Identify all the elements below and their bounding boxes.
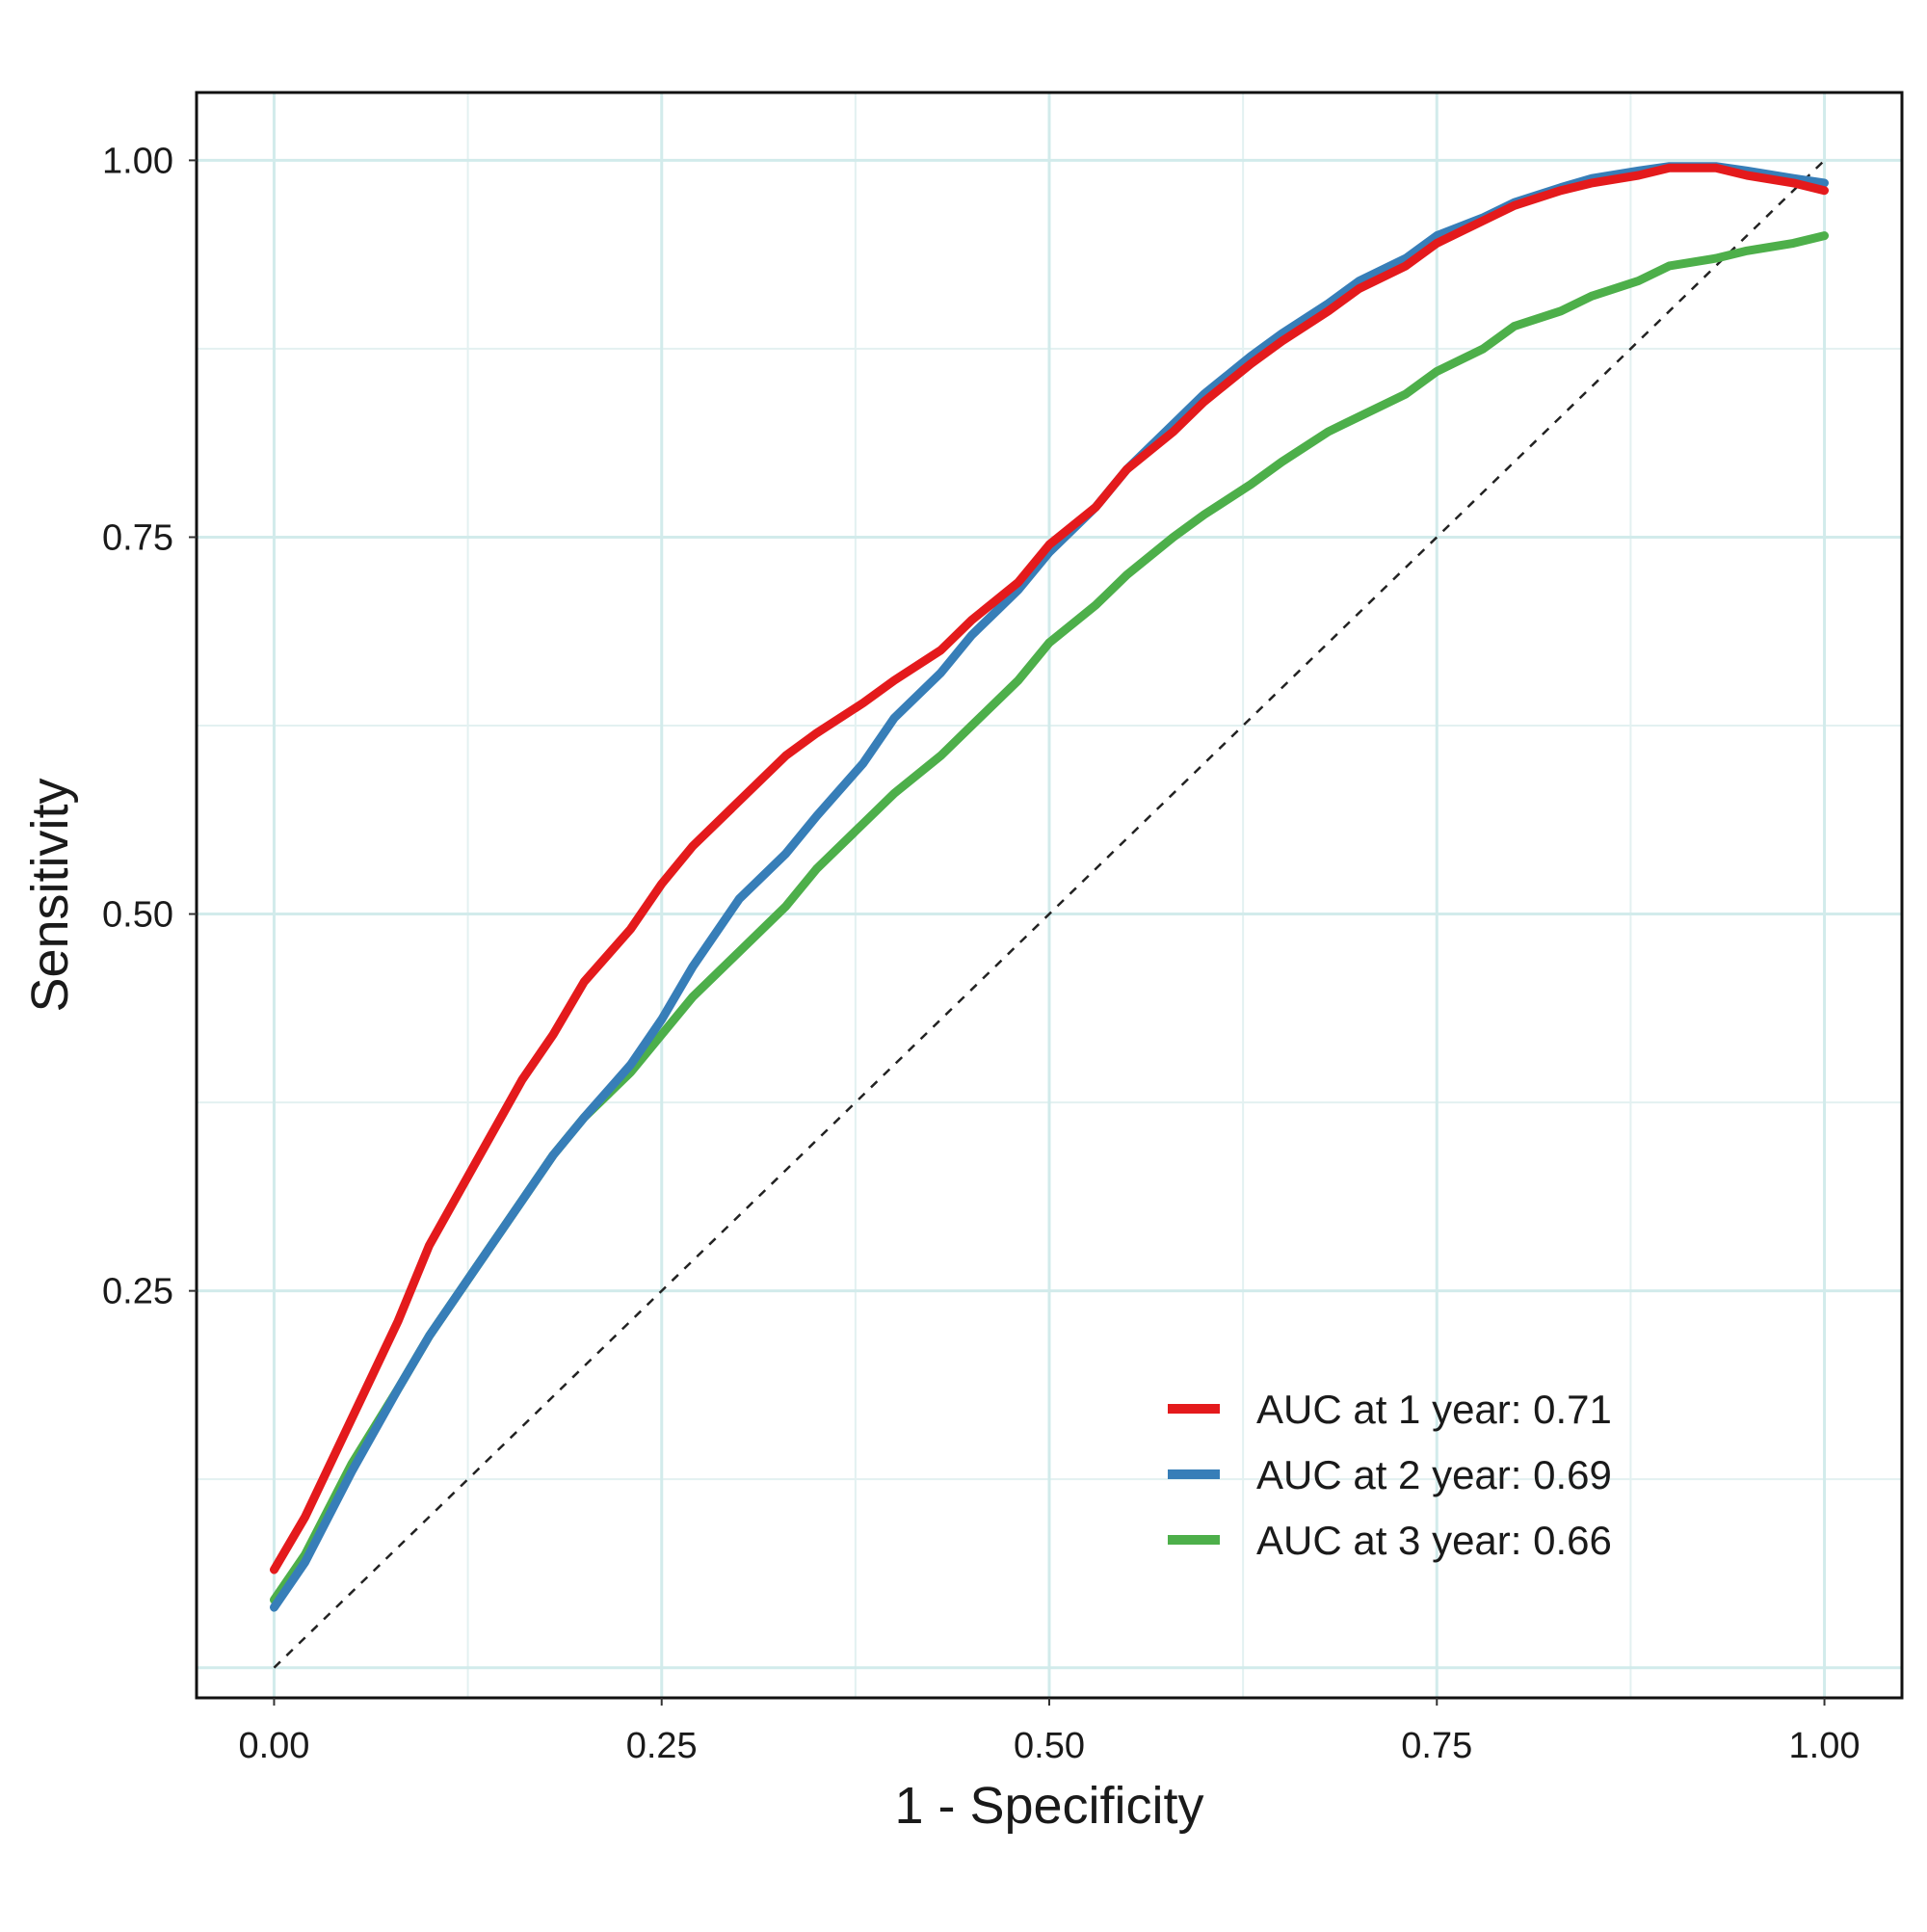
- y-tick-label: 0.75: [102, 517, 173, 558]
- series-lines: [270, 162, 1829, 1612]
- x-axis-title: 1 - Specificity: [894, 1777, 1203, 1835]
- legend: AUC at 1 year: 0.71 AUC at 2 year: 0.69 AU…: [1168, 1387, 1612, 1563]
- x-tick-label: 0.50: [1014, 1726, 1085, 1766]
- legend-label-2-year: AUC at 2 year: 0.69: [1256, 1452, 1612, 1497]
- grid: [197, 93, 1902, 1698]
- x-tick-label: 1.00: [1789, 1726, 1861, 1766]
- legend-label-3-year: AUC at 3 year: 0.66: [1256, 1518, 1612, 1563]
- y-axis-title: Sensitivity: [21, 778, 79, 1012]
- reference-diagonal-line: [273, 159, 1826, 1669]
- x-tick-label: 0.25: [626, 1726, 698, 1766]
- x-axis-ticks: 0.00 0.25 0.50 0.75 1.00: [238, 1698, 1861, 1766]
- y-tick-label: 0.25: [102, 1272, 173, 1312]
- x-tick-label: 0.75: [1401, 1726, 1472, 1766]
- y-tick-label: 1.00: [102, 141, 173, 181]
- y-axis-ticks: 0.25 0.50 0.75 1.00: [102, 141, 197, 1312]
- series-line-1-year: [270, 163, 1829, 1575]
- legend-label-1-year: AUC at 1 year: 0.71: [1256, 1387, 1612, 1432]
- x-tick-label: 0.00: [238, 1726, 309, 1766]
- y-tick-label: 0.50: [102, 895, 173, 936]
